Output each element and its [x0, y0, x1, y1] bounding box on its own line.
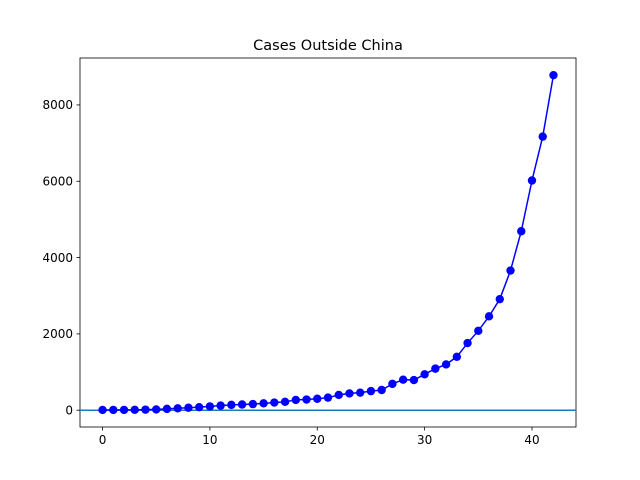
data-point	[237, 400, 247, 409]
data-point	[409, 375, 419, 385]
data-point	[302, 395, 311, 404]
data-point	[130, 405, 139, 415]
data-point	[441, 360, 451, 369]
x-tick-label: 0	[99, 433, 107, 447]
data-point	[388, 379, 397, 389]
y-tick-label: 8000	[42, 98, 73, 112]
chart-title: Cases Outside China	[253, 38, 403, 54]
data-point	[152, 405, 161, 414]
data-point	[248, 399, 258, 409]
data-point	[280, 397, 290, 407]
data-point	[345, 389, 354, 398]
data-point	[173, 404, 182, 413]
data-point	[162, 404, 172, 414]
data-point	[549, 70, 558, 80]
data-point	[495, 294, 504, 304]
data-point	[506, 266, 515, 275]
data-point	[420, 370, 429, 379]
x-tick-label: 20	[310, 433, 325, 447]
data-point	[270, 398, 279, 407]
plot-area: 0 10 20 30 40 0 2000 4000 6000 8000	[42, 57, 577, 447]
data-point	[474, 326, 483, 336]
data-point	[484, 312, 494, 321]
y-tick-label: 0	[65, 404, 73, 418]
y-tick-label: 6000	[42, 175, 73, 189]
data-point	[334, 390, 343, 400]
data-point	[259, 399, 268, 408]
data-point	[356, 388, 365, 397]
data-point	[431, 364, 440, 373]
data-point	[227, 400, 236, 410]
x-tick-label: 10	[202, 433, 217, 447]
x-tick-label: 40	[524, 433, 539, 447]
data-point	[527, 176, 537, 185]
data-point	[205, 402, 215, 411]
y-tick-label: 2000	[42, 327, 73, 341]
x-tick-label: 30	[417, 433, 432, 447]
data-point	[313, 394, 322, 403]
data-point	[291, 395, 300, 405]
data-point	[366, 386, 376, 396]
data-point	[141, 405, 150, 414]
data-point	[109, 405, 118, 415]
data-point	[398, 375, 408, 384]
axes-frame	[79, 57, 577, 428]
data-point	[517, 227, 526, 236]
data-point	[463, 338, 472, 348]
data-point	[452, 352, 462, 361]
data-point	[377, 385, 386, 395]
data-point	[119, 405, 129, 415]
data-point	[538, 132, 547, 141]
data-point	[323, 393, 333, 402]
y-tick-label: 4000	[42, 251, 73, 265]
data-point	[98, 405, 107, 415]
data-point	[184, 403, 193, 412]
data-point	[216, 401, 225, 410]
data-point	[194, 402, 204, 412]
series-line	[102, 75, 555, 411]
